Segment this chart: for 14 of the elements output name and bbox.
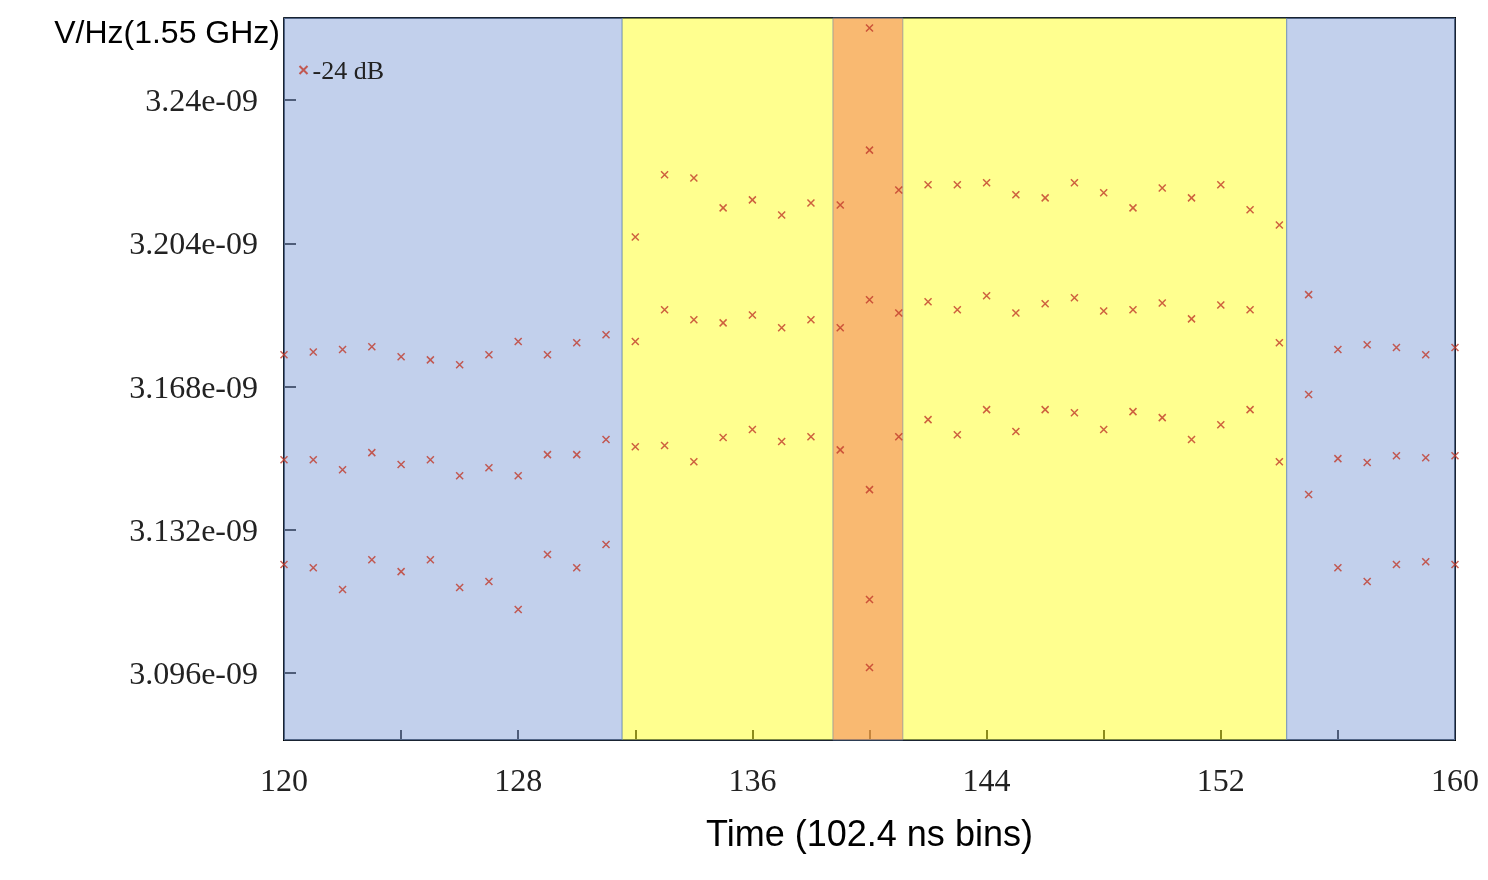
x-tick-label: 120 — [260, 762, 308, 798]
y-axis-title: V/Hz(1.55 GHz) — [54, 14, 280, 50]
x-tick-label: 152 — [1196, 762, 1245, 798]
x-tick-label: 136 — [728, 762, 777, 798]
x-tick-label: 160 — [1431, 762, 1479, 798]
y-tick-label: 3.24e-09 — [145, 81, 258, 118]
y-tick-label: 3.096e-09 — [129, 655, 258, 692]
x-tick-label: 128 — [494, 762, 543, 798]
legend-label: -24 dB — [312, 55, 384, 85]
y-tick-label: 3.204e-09 — [129, 225, 258, 262]
x-tick-label: 144 — [962, 762, 1011, 798]
y-tick-label: 3.168e-09 — [129, 368, 258, 405]
x-axis-title: Time (102.4 ns bins) — [706, 812, 1033, 854]
y-tick-label: 3.132e-09 — [129, 511, 258, 548]
